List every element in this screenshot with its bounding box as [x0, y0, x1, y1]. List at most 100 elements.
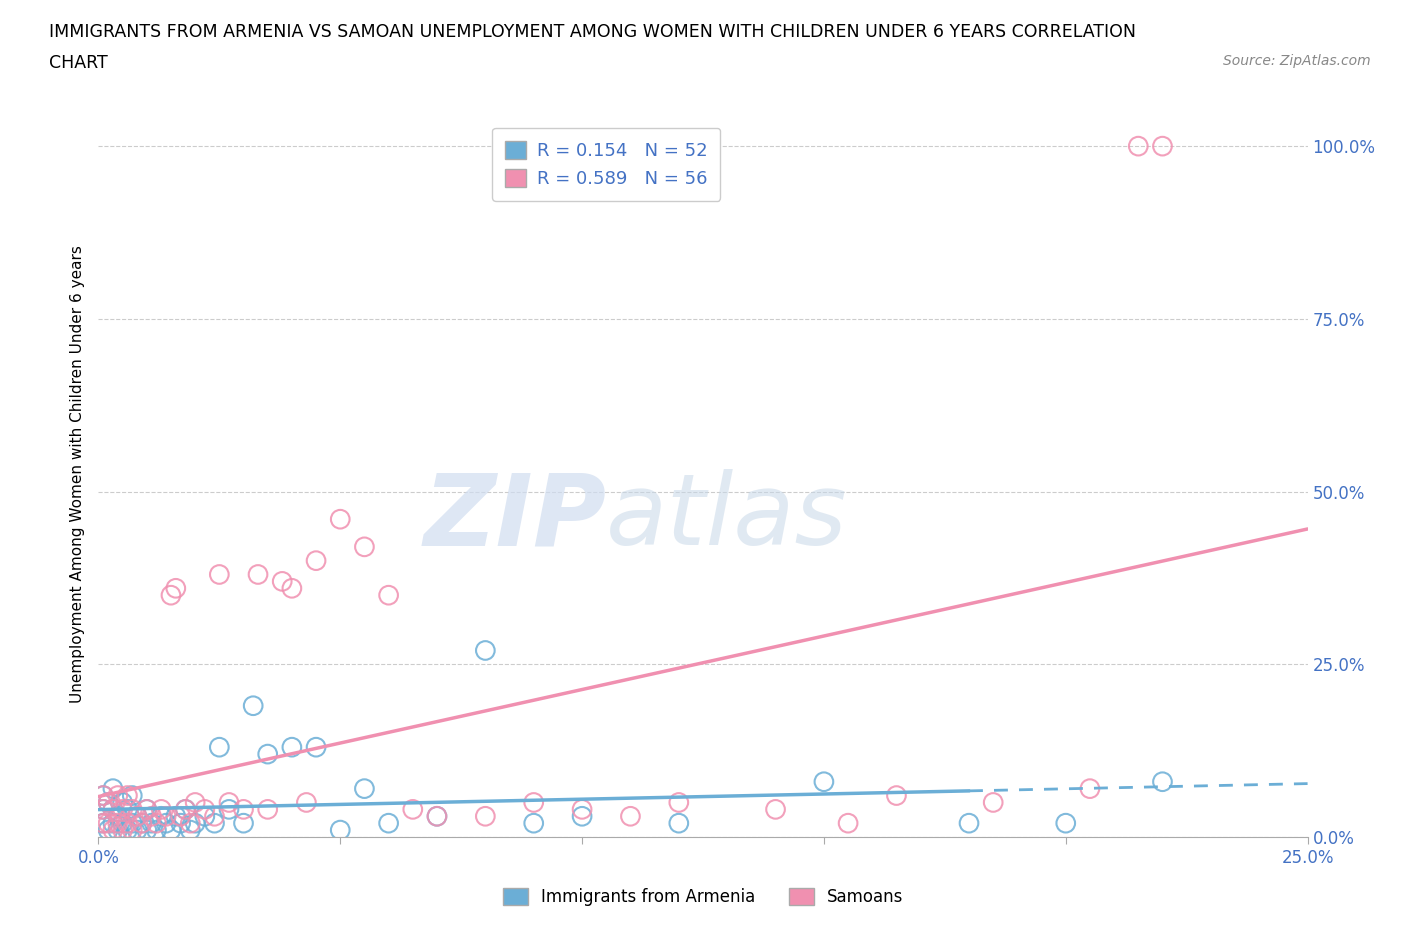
Text: CHART: CHART: [49, 54, 108, 72]
Point: [174, 802, 197, 817]
Point: [135, 802, 157, 817]
Point: [179, 816, 201, 830]
Point: [194, 809, 217, 824]
Point: [668, 795, 690, 810]
Point: [121, 816, 143, 830]
Text: IMMIGRANTS FROM ARMENIA VS SAMOAN UNEMPLOYMENT AMONG WOMEN WITH CHILDREN UNDER 6: IMMIGRANTS FROM ARMENIA VS SAMOAN UNEMPL…: [49, 23, 1136, 41]
Point: [957, 816, 980, 830]
Point: [1152, 139, 1174, 153]
Point: [111, 795, 134, 810]
Point: [571, 802, 593, 817]
Point: [101, 823, 124, 838]
Point: [117, 788, 139, 803]
Point: [242, 698, 264, 713]
Point: [208, 739, 231, 754]
Point: [305, 739, 328, 754]
Point: [208, 567, 231, 582]
Point: [232, 816, 254, 830]
Point: [107, 788, 129, 803]
Point: [97, 795, 120, 810]
Point: [174, 802, 197, 817]
Point: [247, 567, 270, 582]
Text: Source: ZipAtlas.com: Source: ZipAtlas.com: [1223, 54, 1371, 68]
Point: [184, 816, 207, 830]
Point: [131, 816, 153, 830]
Point: [474, 809, 496, 824]
Point: [165, 581, 187, 596]
Point: [117, 816, 139, 830]
Point: [101, 781, 124, 796]
Point: [353, 539, 375, 554]
Point: [402, 802, 425, 817]
Point: [426, 809, 449, 824]
Point: [837, 816, 859, 830]
Point: [117, 802, 139, 817]
Point: [886, 788, 908, 803]
Point: [91, 802, 114, 817]
Point: [474, 643, 496, 658]
Point: [155, 816, 177, 830]
Point: [271, 574, 294, 589]
Point: [281, 739, 304, 754]
Point: [179, 823, 201, 838]
Point: [523, 795, 546, 810]
Point: [204, 816, 226, 830]
Point: [160, 588, 183, 603]
Point: [194, 802, 217, 817]
Point: [150, 809, 173, 824]
Point: [145, 823, 167, 838]
Point: [121, 788, 143, 803]
Point: [107, 823, 129, 838]
Point: [619, 809, 641, 824]
Point: [765, 802, 787, 817]
Point: [1054, 816, 1077, 830]
Point: [91, 802, 114, 817]
Point: [305, 553, 328, 568]
Point: [184, 795, 207, 810]
Point: [1078, 781, 1101, 796]
Point: [256, 747, 278, 762]
Point: [121, 823, 143, 838]
Point: [97, 795, 120, 810]
Point: [127, 809, 149, 824]
Point: [218, 802, 240, 817]
Point: [813, 775, 835, 790]
Point: [127, 823, 149, 838]
Point: [329, 512, 352, 526]
Point: [353, 781, 375, 796]
Point: [141, 816, 163, 830]
Point: [145, 816, 167, 830]
Point: [1152, 775, 1174, 790]
Point: [117, 823, 139, 838]
Point: [97, 823, 120, 838]
Point: [169, 809, 191, 824]
Point: [101, 802, 124, 817]
Point: [141, 809, 163, 824]
Point: [426, 809, 449, 824]
Point: [101, 816, 124, 830]
Point: [981, 795, 1004, 810]
Point: [571, 809, 593, 824]
Point: [150, 802, 173, 817]
Point: [204, 809, 226, 824]
Point: [91, 788, 114, 803]
Point: [329, 823, 352, 838]
Point: [101, 802, 124, 817]
Y-axis label: Unemployment Among Women with Children Under 6 years: Unemployment Among Women with Children U…: [69, 246, 84, 703]
Point: [127, 809, 149, 824]
Text: atlas: atlas: [606, 470, 848, 566]
Point: [165, 809, 187, 824]
Point: [135, 802, 157, 817]
Point: [256, 802, 278, 817]
Point: [91, 788, 114, 803]
Point: [97, 816, 120, 830]
Point: [281, 581, 304, 596]
Point: [160, 823, 183, 838]
Point: [169, 816, 191, 830]
Point: [668, 816, 690, 830]
Point: [111, 816, 134, 830]
Point: [377, 816, 399, 830]
Legend: R = 0.154   N = 52, R = 0.589   N = 56: R = 0.154 N = 52, R = 0.589 N = 56: [492, 128, 720, 201]
Legend: Immigrants from Armenia, Samoans: Immigrants from Armenia, Samoans: [496, 881, 910, 912]
Point: [111, 823, 134, 838]
